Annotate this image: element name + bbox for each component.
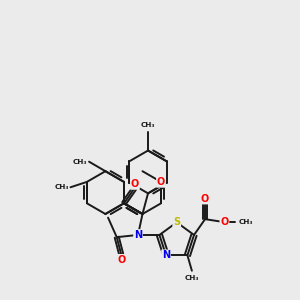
Text: CH₃: CH₃	[54, 184, 69, 190]
Text: O: O	[118, 255, 126, 265]
Text: CH₃: CH₃	[73, 159, 87, 165]
Text: CH₃: CH₃	[141, 122, 155, 128]
Text: CH₃: CH₃	[239, 218, 254, 224]
Text: S: S	[173, 218, 180, 227]
Text: N: N	[162, 250, 170, 260]
Text: O: O	[131, 179, 139, 189]
Text: N: N	[134, 230, 142, 240]
Text: O: O	[201, 194, 209, 204]
Text: CH₃: CH₃	[184, 275, 199, 281]
Text: O: O	[220, 217, 229, 226]
Text: O: O	[157, 177, 165, 187]
